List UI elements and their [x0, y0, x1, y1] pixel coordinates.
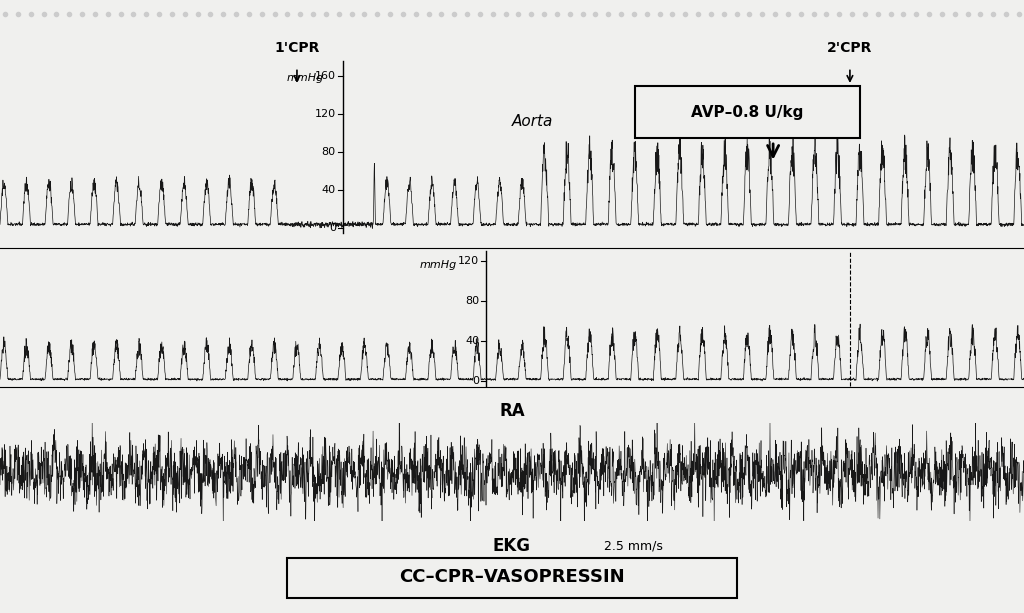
Text: mmHg: mmHg — [287, 74, 324, 83]
Text: mmHg: mmHg — [420, 260, 457, 270]
Text: 1'CPR: 1'CPR — [274, 41, 319, 55]
Text: CC–CPR–VASOPRESSIN: CC–CPR–VASOPRESSIN — [399, 568, 625, 587]
Text: 2'CPR: 2'CPR — [827, 41, 872, 55]
Text: 80: 80 — [322, 147, 336, 157]
Text: 80: 80 — [465, 296, 479, 306]
Text: 40: 40 — [322, 185, 336, 195]
Text: 2.5 mm/s: 2.5 mm/s — [604, 539, 663, 552]
Text: 120: 120 — [314, 109, 336, 119]
Text: 160: 160 — [314, 70, 336, 80]
Text: 0: 0 — [329, 223, 336, 233]
Text: 40: 40 — [465, 337, 479, 346]
Text: 120: 120 — [458, 256, 479, 266]
Text: Aorta: Aorta — [512, 114, 553, 129]
Text: RA: RA — [499, 402, 525, 420]
Text: 0: 0 — [472, 376, 479, 386]
Text: AVP–0.8 U/kg: AVP–0.8 U/kg — [691, 105, 804, 120]
Text: EKG: EKG — [493, 536, 531, 555]
